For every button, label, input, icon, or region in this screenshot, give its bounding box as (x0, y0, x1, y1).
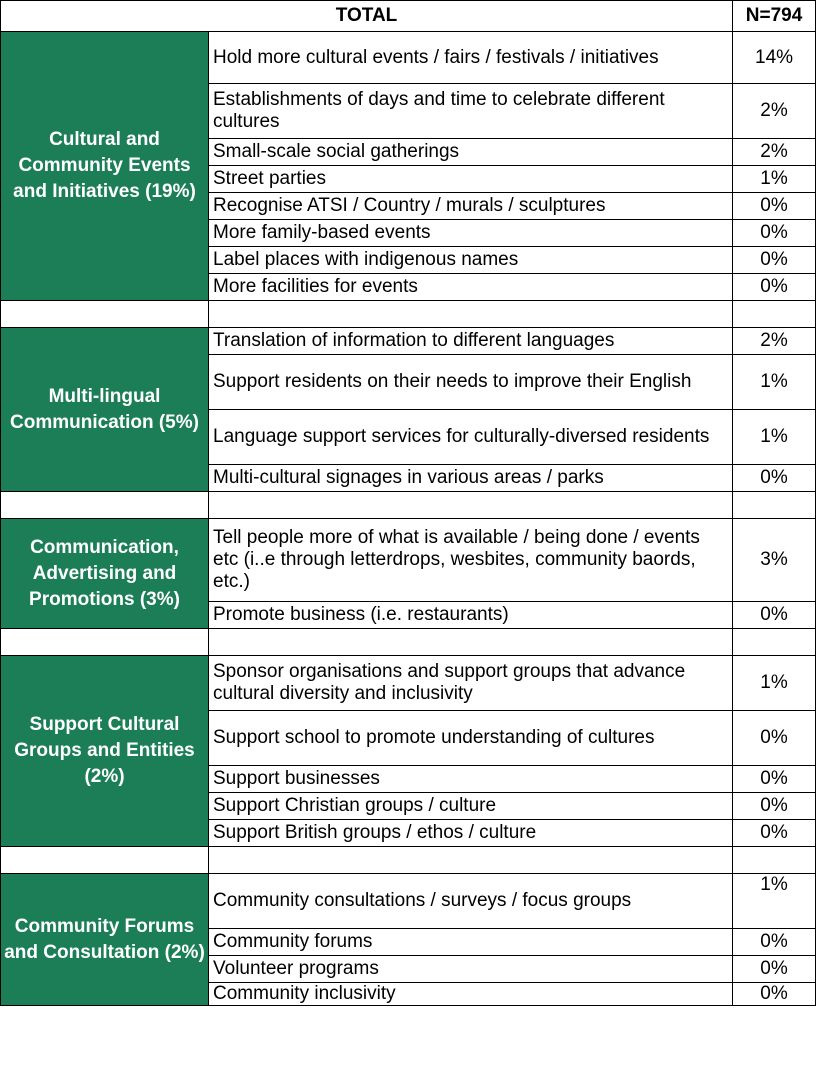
table-row: Establishments of days and time to celeb… (1, 83, 816, 139)
item-cell: Sponsor organisations and support groups… (207, 655, 734, 711)
category-cell: Communication, Advertising and Promotion… (0, 518, 209, 629)
item-cell: Community forums (207, 928, 734, 956)
table-row: Community forums 0% (1, 928, 816, 956)
total-header: TOTAL (0, 0, 734, 32)
item-cell: Hold more cultural events / fairs / fest… (207, 31, 734, 84)
spacer-row (0, 628, 816, 656)
item-cell: Support residents on their needs to impr… (207, 354, 734, 410)
table-row: Support British groups / ethos / culture… (1, 819, 816, 847)
table-row: Community Forums and Consultation (2%) C… (0, 873, 816, 1006)
table-row: Support businesses 0% (1, 765, 816, 793)
value-cell: 0% (732, 219, 816, 247)
item-cell: Street parties (207, 165, 734, 193)
item-cell: More family-based events (207, 219, 734, 247)
category-cell: Support Cultural Groups and Entities (2%… (0, 655, 209, 847)
category-cell: Community Forums and Consultation (2%) (0, 873, 209, 1006)
sample-size-header: N=794 (732, 0, 816, 32)
item-cell: Language support services for culturally… (207, 409, 734, 465)
value-cell: 0% (732, 765, 816, 793)
value-cell: 0% (732, 192, 816, 220)
table-row: Small-scale social gatherings 2% (1, 138, 816, 166)
table-row: Community inclusivity 0% (1, 982, 816, 1006)
item-cell: Small-scale social gatherings (207, 138, 734, 166)
value-cell: 14% (732, 31, 816, 84)
item-cell: Support school to promote understanding … (207, 710, 734, 766)
value-cell: 1% (732, 409, 816, 465)
value-cell: 2% (732, 138, 816, 166)
value-cell: 2% (732, 327, 816, 355)
item-cell: Multi-cultural signages in various areas… (207, 464, 734, 492)
value-cell: 0% (732, 819, 816, 847)
value-cell: 0% (732, 601, 816, 629)
value-cell: 1% (732, 873, 816, 929)
value-cell: 0% (732, 710, 816, 766)
item-cell: Support businesses (207, 765, 734, 793)
item-cell: Establishments of days and time to celeb… (207, 83, 734, 139)
value-cell: 0% (732, 928, 816, 956)
value-cell: 0% (732, 246, 816, 274)
value-cell: 2% (732, 83, 816, 139)
results-table: TOTAL N=794 Cultural and Community Event… (0, 0, 816, 1006)
item-cell: Support Christian groups / culture (207, 792, 734, 820)
value-cell: 0% (732, 955, 816, 983)
table-row: Volunteer programs 0% (1, 955, 816, 983)
value-cell: 0% (732, 464, 816, 492)
item-cell: Support British groups / ethos / culture (207, 819, 734, 847)
table-row: Language support services for culturally… (1, 409, 816, 465)
item-cell: Promote business (i.e. restaurants) (207, 601, 734, 629)
value-cell: 0% (732, 982, 816, 1006)
table-row: Communication, Advertising and Promotion… (0, 518, 816, 629)
table-row: Label places with indigenous names 0% (1, 246, 816, 274)
item-cell: Translation of information to different … (207, 327, 734, 355)
spacer-row (0, 300, 816, 328)
category-cell: Multi-lingual Communication (5%) (0, 327, 209, 492)
table-row: Recognise ATSI / Country / murals / scul… (1, 192, 816, 220)
spacer-row (0, 491, 816, 519)
spacer-row (0, 846, 816, 874)
item-cell: More facilities for events (207, 273, 734, 301)
table-row: Support residents on their needs to impr… (1, 354, 816, 410)
value-cell: 3% (732, 518, 816, 602)
item-cell: Community inclusivity (207, 982, 734, 1006)
table-row: Multi-cultural signages in various areas… (1, 464, 816, 492)
table-row: Support school to promote understanding … (1, 710, 816, 766)
value-cell: 1% (732, 655, 816, 711)
table-row: Cultural and Community Events and Initia… (0, 31, 816, 301)
item-cell: Community consultations / surveys / focu… (207, 873, 734, 929)
value-cell: 1% (732, 354, 816, 410)
table-row: Multi-lingual Communication (5%) Transla… (0, 327, 816, 492)
table-header-row: TOTAL N=794 (0, 0, 816, 32)
value-cell: 0% (732, 792, 816, 820)
item-cell: Tell people more of what is available / … (207, 518, 734, 602)
item-cell: Label places with indigenous names (207, 246, 734, 274)
table-row: Support Cultural Groups and Entities (2%… (0, 655, 816, 847)
value-cell: 1% (732, 165, 816, 193)
item-cell: Recognise ATSI / Country / murals / scul… (207, 192, 734, 220)
category-cell: Cultural and Community Events and Initia… (0, 31, 209, 301)
value-cell: 0% (732, 273, 816, 301)
item-cell: Volunteer programs (207, 955, 734, 983)
